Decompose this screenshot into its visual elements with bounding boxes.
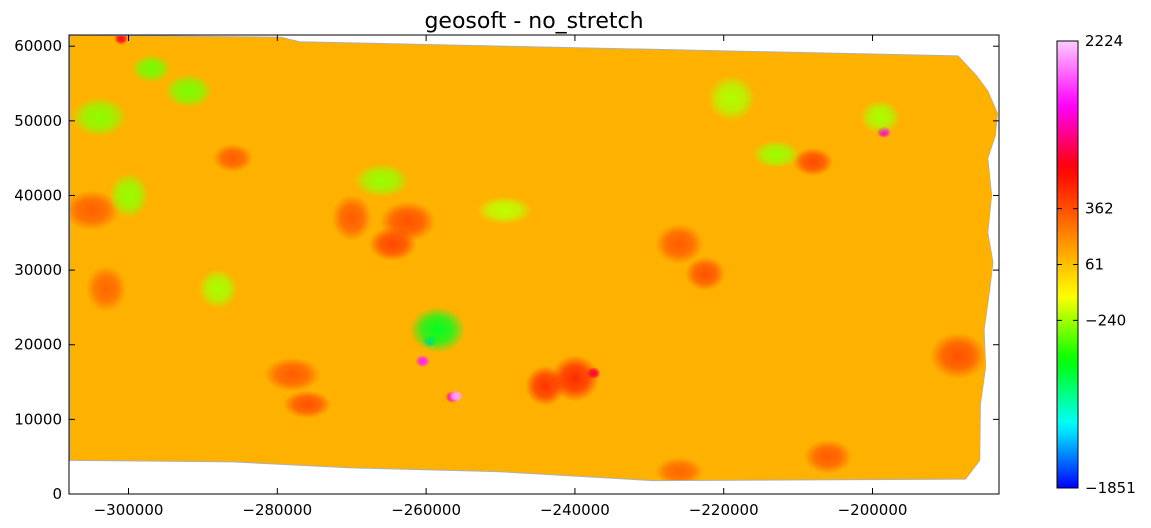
x-tick-label: −240000 — [540, 501, 610, 519]
heatmap-layer — [69, 35, 999, 482]
colorbar-tick-label: 2224 — [1085, 32, 1123, 50]
x-tick-label: −220000 — [689, 501, 759, 519]
anomaly-low — [860, 100, 900, 135]
x-tick-label: −200000 — [838, 501, 908, 519]
colorbar-tick-label: 362 — [1085, 200, 1114, 218]
survey-outline — [69, 35, 999, 482]
plot-area — [69, 35, 999, 482]
y-tick-label: 40000 — [14, 186, 62, 204]
anomaly-high — [212, 144, 253, 173]
x-tick-label: −260000 — [391, 501, 461, 519]
anomaly-low — [108, 172, 149, 219]
colorbar-tick-label: −1851 — [1085, 479, 1136, 497]
anomaly-low — [751, 140, 800, 169]
anomaly-high — [448, 390, 463, 403]
x-tick-label: −280000 — [242, 501, 312, 519]
anomaly-high — [379, 201, 436, 242]
anomaly-high — [415, 355, 430, 368]
heatmap-background — [69, 35, 998, 481]
anomaly-high — [685, 256, 726, 291]
x-axis: −300000 −280000 −260000 −240000 −220000 −2000… — [94, 35, 908, 519]
anomaly-high — [550, 355, 599, 402]
chart-title: geosoft - no_stretch — [424, 9, 643, 34]
anomaly-high — [803, 439, 852, 474]
anomaly-high — [793, 147, 833, 176]
anomaly-high — [655, 457, 704, 481]
anomaly-low — [130, 54, 171, 83]
y-tick-label: 60000 — [14, 37, 62, 55]
colorbar-tick-label: 61 — [1085, 256, 1104, 274]
anomaly-low — [70, 97, 127, 138]
anomaly-high — [69, 190, 120, 231]
anomaly-low — [707, 75, 756, 122]
anomaly-low — [164, 74, 212, 108]
y-tick-label: 30000 — [14, 261, 62, 279]
anomaly-low — [197, 268, 238, 309]
y-tick-label: 20000 — [14, 336, 62, 354]
colorbar-tick-label: −240 — [1085, 311, 1126, 329]
anomaly-low — [476, 196, 533, 225]
x-tick-label: −300000 — [94, 501, 164, 519]
anomaly-high — [586, 367, 601, 380]
anomaly-high — [264, 357, 321, 392]
anomaly-low — [409, 306, 466, 353]
plot-frame — [68, 34, 1000, 495]
y-tick-label: 50000 — [14, 112, 62, 130]
anomaly-high — [655, 224, 704, 264]
y-tick-label: 0 — [52, 485, 62, 503]
anomaly-low — [353, 163, 410, 198]
anomaly-high — [930, 332, 987, 379]
colorbar: −1851 −240 61 362 2224 — [1056, 32, 1136, 497]
anomaly-high — [283, 390, 332, 419]
anomaly-high — [86, 265, 127, 312]
y-tick-label: 10000 — [14, 410, 62, 428]
y-axis: 0 10000 20000 30000 40000 50000 60000 — [14, 37, 999, 503]
anomaly-high — [331, 194, 372, 241]
